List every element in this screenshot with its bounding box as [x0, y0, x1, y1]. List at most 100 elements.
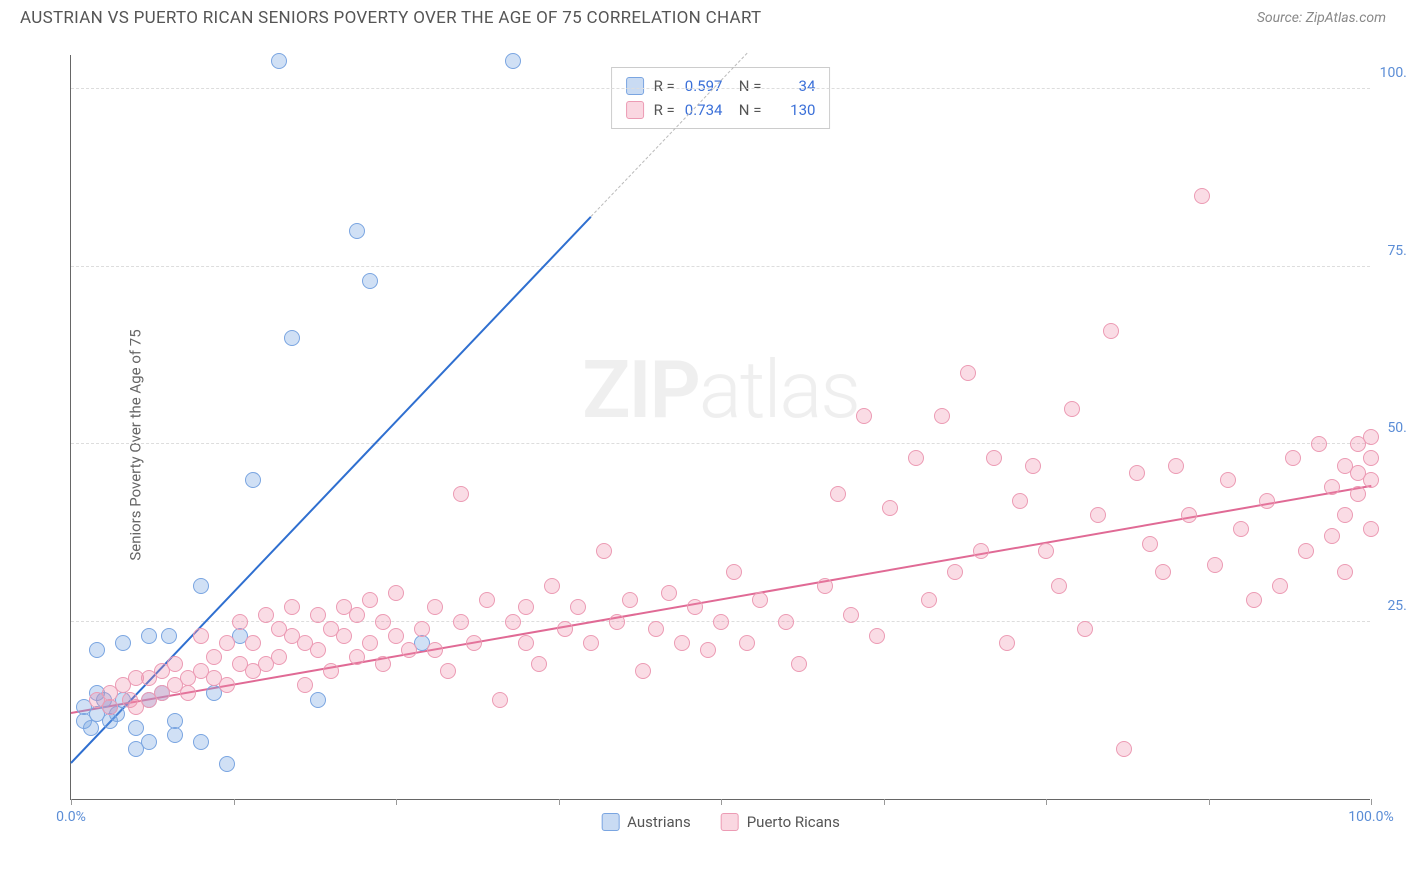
- x-tick-mark: [396, 799, 397, 805]
- data-point: [219, 677, 235, 693]
- legend: Austrians Puerto Ricans: [601, 813, 840, 831]
- data-point: [1194, 188, 1210, 204]
- data-point: [505, 614, 521, 630]
- data-point: [375, 614, 391, 630]
- chart-container: Seniors Poverty Over the Age of 75 ZIPat…: [50, 45, 1390, 845]
- data-point: [700, 642, 716, 658]
- data-point: [115, 635, 131, 651]
- data-point: [1051, 578, 1067, 594]
- data-point: [1077, 621, 1093, 637]
- data-point: [167, 727, 183, 743]
- data-point: [167, 656, 183, 672]
- n-label: N =: [739, 98, 762, 122]
- data-point: [609, 614, 625, 630]
- data-point: [596, 543, 612, 559]
- data-point: [505, 53, 521, 69]
- data-point: [375, 656, 391, 672]
- data-point: [362, 273, 378, 289]
- data-point: [661, 585, 677, 601]
- data-point: [1324, 479, 1340, 495]
- n-value: 130: [771, 98, 815, 122]
- x-tick-mark: [71, 799, 72, 805]
- data-point: [349, 649, 365, 665]
- r-label: R =: [654, 74, 675, 98]
- data-point: [349, 607, 365, 623]
- data-point: [934, 408, 950, 424]
- series-swatch: [626, 77, 644, 95]
- stats-row: R =0.734N =130: [626, 98, 816, 122]
- y-tick-label: 25.0%: [1387, 598, 1406, 614]
- data-point: [869, 628, 885, 644]
- data-point: [141, 628, 157, 644]
- data-point: [1311, 436, 1327, 452]
- data-point: [583, 635, 599, 651]
- data-point: [336, 628, 352, 644]
- data-point: [102, 699, 118, 715]
- data-point: [492, 692, 508, 708]
- data-point: [674, 635, 690, 651]
- data-point: [193, 628, 209, 644]
- data-point: [1363, 521, 1379, 537]
- data-point: [1064, 401, 1080, 417]
- data-point: [1012, 493, 1028, 509]
- data-point: [687, 599, 703, 615]
- data-point: [908, 450, 924, 466]
- data-point: [1038, 543, 1054, 559]
- data-point: [1285, 450, 1301, 466]
- data-point: [271, 53, 287, 69]
- data-point: [947, 564, 963, 580]
- data-point: [1207, 557, 1223, 573]
- data-point: [310, 607, 326, 623]
- data-point: [232, 614, 248, 630]
- data-point: [1246, 592, 1262, 608]
- data-point: [622, 592, 638, 608]
- data-point: [648, 621, 664, 637]
- data-point: [1142, 536, 1158, 552]
- x-tick-label: 0.0%: [56, 809, 86, 825]
- data-point: [193, 734, 209, 750]
- n-label: N =: [739, 74, 762, 98]
- data-point: [1129, 465, 1145, 481]
- data-point: [180, 685, 196, 701]
- data-point: [310, 692, 326, 708]
- data-point: [271, 649, 287, 665]
- data-point: [427, 642, 443, 658]
- x-tick-mark: [559, 799, 560, 805]
- data-point: [1168, 458, 1184, 474]
- data-point: [349, 223, 365, 239]
- legend-label: Puerto Ricans: [747, 813, 840, 831]
- data-point: [1363, 472, 1379, 488]
- data-point: [856, 408, 872, 424]
- x-tick-mark: [721, 799, 722, 805]
- data-point: [778, 614, 794, 630]
- data-point: [557, 621, 573, 637]
- data-point: [1220, 472, 1236, 488]
- data-point: [128, 720, 144, 736]
- data-point: [323, 663, 339, 679]
- data-point: [960, 365, 976, 381]
- data-point: [1337, 564, 1353, 580]
- data-point: [726, 564, 742, 580]
- data-point: [791, 656, 807, 672]
- r-label: R =: [654, 98, 675, 122]
- x-tick-mark: [1371, 799, 1372, 805]
- data-point: [1181, 507, 1197, 523]
- data-point: [89, 642, 105, 658]
- data-point: [388, 585, 404, 601]
- x-tick-mark: [1046, 799, 1047, 805]
- data-point: [739, 635, 755, 651]
- data-point: [479, 592, 495, 608]
- data-point: [466, 635, 482, 651]
- data-point: [219, 635, 235, 651]
- data-point: [1103, 323, 1119, 339]
- y-tick-label: 50.0%: [1387, 420, 1406, 436]
- x-tick-mark: [234, 799, 235, 805]
- data-point: [752, 592, 768, 608]
- n-value: 34: [771, 74, 815, 98]
- data-point: [1025, 458, 1041, 474]
- data-point: [245, 472, 261, 488]
- data-point: [1259, 493, 1275, 509]
- data-point: [427, 599, 443, 615]
- legend-item: Austrians: [601, 813, 691, 831]
- data-point: [518, 599, 534, 615]
